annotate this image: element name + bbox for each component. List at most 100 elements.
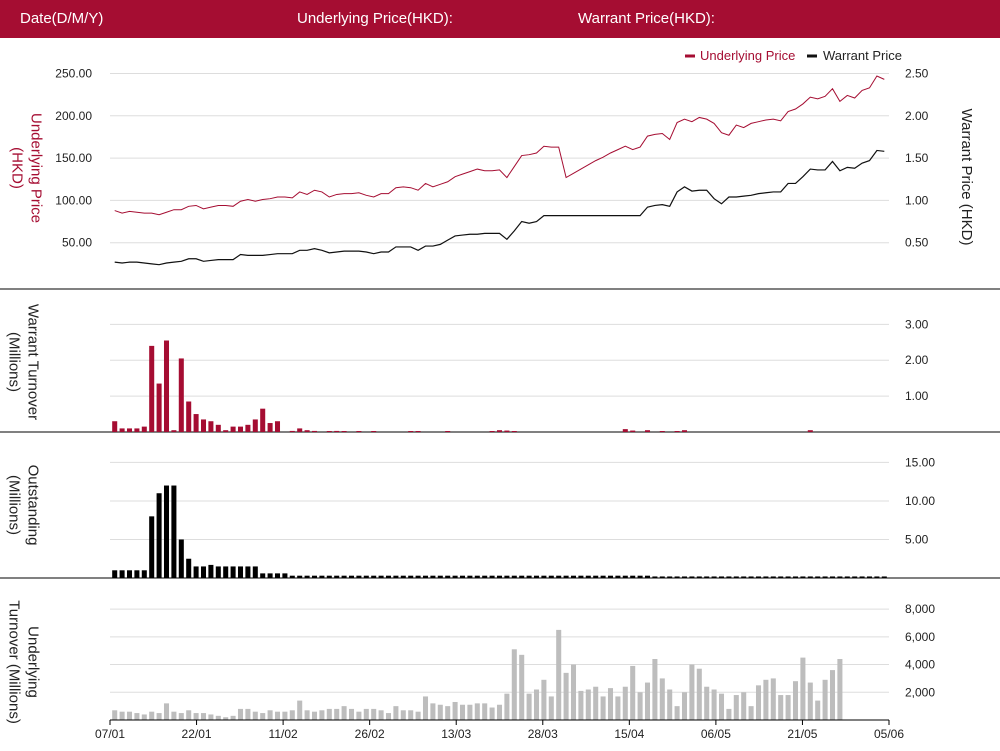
warrant-turnover-bar (274, 421, 281, 432)
warrant-turnover-bar (489, 431, 495, 432)
outstanding-bar (237, 566, 244, 578)
underlying-turnover-bar (548, 696, 554, 720)
outstanding-bar (511, 575, 517, 578)
warrant-turnover-bar (245, 424, 251, 432)
underlying-turnover-bar (208, 714, 214, 720)
underlying-turnover-bar (304, 710, 310, 720)
outstanding-bar (252, 566, 258, 578)
underlying-turnover-bar (644, 682, 651, 720)
underlying-turnover-bar (526, 693, 532, 720)
underlying-turnover-bar (652, 659, 658, 720)
outstanding-bar (393, 575, 399, 578)
outstanding-bar (563, 575, 569, 578)
underlying-turnover-bar (274, 711, 281, 720)
underlying-turnover-bar (570, 664, 577, 720)
outstanding-bar (230, 566, 236, 578)
underlying-turnover-bar (200, 713, 207, 720)
underlying-turnover-bar (733, 695, 739, 720)
outstanding-bar (467, 575, 473, 578)
y-left-tick-label: 100.00 (55, 193, 92, 207)
outstanding-bar (422, 575, 429, 578)
outstanding-bar (504, 575, 510, 578)
warrant-turnover-bar (511, 431, 517, 432)
underlying-turnover-bar (778, 695, 784, 720)
underlying-turnover-bar (593, 686, 599, 720)
underlying-turnover-bar (252, 711, 258, 720)
outstanding-bar (385, 575, 392, 578)
y-right-tick-label: 2.00 (905, 109, 929, 123)
header-bar: Date(D/M/Y) Underlying Price(HKD): Warra… (0, 0, 1000, 38)
warrant-turnover-bar (200, 419, 207, 432)
underlying-turnover-bar (141, 714, 147, 720)
outstanding-bar (852, 576, 858, 578)
underlying-turnover-bar (149, 711, 155, 720)
outstanding-bar (674, 576, 680, 578)
outstanding-bar (593, 575, 599, 578)
outstanding-bar (807, 576, 813, 578)
warrant-turnover-bar (119, 428, 125, 432)
x-tick-label: 22/01 (182, 727, 212, 741)
outstanding-bar (800, 576, 806, 578)
outstanding-bar (119, 570, 125, 578)
underlying-turnover-bar (422, 696, 429, 720)
outstanding-bar (474, 575, 480, 578)
outstanding-bar (585, 575, 591, 578)
underlying-turnover-bar (667, 689, 673, 720)
outstanding-bar (149, 516, 155, 578)
underlying-turnover-bar (482, 703, 488, 720)
warrant-turnover-bar (341, 431, 347, 432)
outstanding-bar (311, 575, 318, 578)
y-tick-label: 3.00 (905, 317, 929, 331)
warrant-turnover-bar (371, 431, 377, 432)
y-left-tick-label: 50.00 (62, 236, 92, 250)
warrant-turnover-bar (126, 428, 133, 432)
y-right-tick-label: 1.50 (905, 151, 929, 165)
warrant-price-label: Warrant Price(HKD): (578, 10, 715, 27)
underlying-turnover-bar (792, 681, 799, 720)
underlying-turnover-bar (533, 689, 540, 720)
outstanding-bar (667, 576, 673, 578)
y-tick-label: 1.00 (905, 389, 929, 403)
warrant-turnover-bar (504, 430, 510, 432)
outstanding-bar (519, 575, 525, 578)
outstanding-bar (866, 576, 873, 578)
outstanding-bar (644, 575, 651, 578)
outstanding-bar (881, 576, 887, 578)
warrant-turnover-bar (681, 430, 688, 432)
outstanding-bar (696, 576, 702, 578)
outstanding-bar (630, 575, 636, 578)
underlying-turnover-bar (134, 713, 140, 720)
underlying-turnover-bar (237, 708, 244, 720)
outstanding-bar (378, 575, 384, 578)
underlying-turnover-bar (504, 693, 510, 720)
underlying-price-label: Underlying Price(HKD): (297, 10, 453, 27)
outstanding-bar (193, 566, 199, 578)
y-left-tick-label: 200.00 (55, 109, 92, 123)
x-tick-label: 13/03 (441, 727, 471, 741)
warrant-turnover-bar (445, 431, 451, 432)
underlying-turnover-bar (578, 690, 584, 720)
warrant-turnover-bar (237, 426, 244, 432)
outstanding-bar (112, 570, 118, 578)
warrant-turnover-bar (223, 430, 229, 432)
warrant-turnover-bar (112, 421, 118, 432)
underlying-turnover-bar (126, 711, 133, 720)
x-tick-label: 15/04 (614, 727, 644, 741)
outstanding-bar (156, 493, 162, 578)
underlying-turnover-bar (511, 649, 517, 720)
warrant-turnover-bar (171, 430, 177, 432)
underlying-turnover-bar (415, 711, 421, 720)
chart-area: 50.00 100.00 150.00 200.00 250.00 0.50 1.00 1.5… (0, 48, 1000, 741)
underlying-turnover-bar (556, 629, 562, 720)
outstanding-bar (622, 575, 628, 578)
underlying-turnover-bar (385, 713, 392, 720)
outstanding-bar (792, 576, 799, 578)
outstanding-chart: 5.00 10.00 15.00 Outstanding(Millions) (6, 455, 935, 578)
warrant-turnover-bar (674, 431, 680, 432)
warrant-turnover-bar (304, 430, 310, 432)
underlying-turnover-bar (393, 706, 399, 720)
warrant-turnover-bar (630, 430, 636, 432)
outstanding-bar (704, 576, 710, 578)
underlying-turnover-bar (800, 657, 806, 720)
underlying-turnover-bar (815, 700, 821, 720)
